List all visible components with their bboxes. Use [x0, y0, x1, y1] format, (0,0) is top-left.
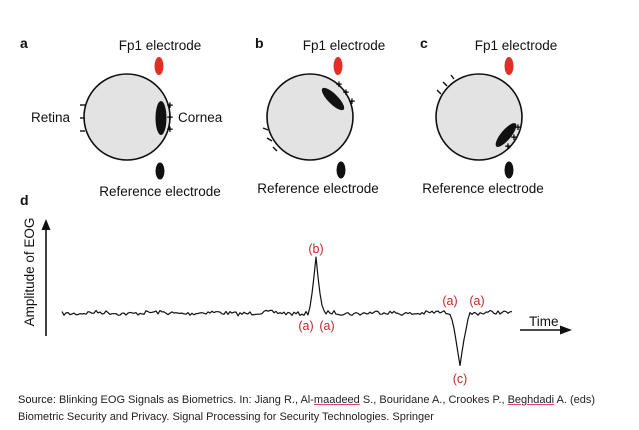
- panel-c-reference-electrode: [504, 161, 514, 179]
- time-axis-label: Time: [529, 314, 559, 329]
- svg-text:+: +: [336, 79, 342, 91]
- eog-signal-trace: [61, 256, 513, 367]
- panel-b-fp1-electrode: [333, 57, 343, 75]
- svg-text:+: +: [167, 100, 173, 112]
- panel-c-retina-marks: [436, 74, 455, 95]
- caption-line-2: Biometric Security and Privacy. Signal P…: [18, 410, 434, 423]
- panel-b-letter: b: [255, 35, 264, 51]
- panel-b: b Fp1 electrode + + + Reference electrod…: [255, 35, 385, 196]
- panel-c-reference-label: Reference electrode: [422, 181, 544, 196]
- svg-text:+: +: [167, 112, 173, 124]
- panel-c: c Fp1 electrode + + + Reference electrod…: [420, 35, 557, 196]
- peak-label-a-left-2: (a): [319, 319, 334, 333]
- caption-name-2: Beghdadi: [507, 394, 555, 406]
- panel-b-reference-label: Reference electrode: [257, 181, 379, 196]
- svg-text:+: +: [511, 132, 517, 144]
- panel-a-eyeball: [83, 73, 171, 161]
- y-axis-arrowhead: [41, 219, 51, 230]
- panel-b-cornea: [321, 87, 345, 111]
- panel-b-fp1-label: Fp1 electrode: [303, 38, 386, 53]
- panel-a-reference-electrode: [155, 162, 165, 180]
- caption-text-2: S., Bouridane A., Crookes P.,: [359, 394, 508, 406]
- panel-a-cornea-label: Cornea: [178, 110, 223, 125]
- panel-a-reference-label: Reference electrode: [99, 184, 221, 199]
- svg-text:+: +: [167, 124, 173, 136]
- panel-b-plus-signs: + + +: [336, 79, 355, 108]
- svg-text:+: +: [343, 87, 349, 99]
- svg-text:+: +: [505, 141, 511, 153]
- panel-d: d Amplitude of EOG Time (b) (a) (a) (a) …: [20, 192, 572, 386]
- svg-text:+: +: [515, 122, 521, 134]
- panel-b-retina-marks: [262, 127, 278, 152]
- eog-figure: a Fp1 electrode + + + Retina Cornea Refe…: [20, 35, 572, 386]
- source-caption: Source: Blinking EOG Signals as Biometri…: [18, 392, 628, 425]
- panel-c-fp1-electrode: [504, 57, 514, 75]
- panel-a-retina-label: Retina: [31, 110, 71, 125]
- panel-a-cornea: [155, 101, 167, 135]
- time-axis-arrowhead: [560, 325, 572, 335]
- caption-name-1: maadeed: [313, 394, 360, 406]
- panel-a: a Fp1 electrode + + + Retina Cornea Refe…: [20, 35, 223, 199]
- panel-a-retina-marks: [80, 104, 85, 132]
- caption-text-1: Blinking EOG Signals as Biometrics. In: …: [55, 394, 314, 406]
- peak-label-b: (b): [308, 242, 323, 256]
- panel-c-cornea: [495, 123, 517, 147]
- peak-label-a-right-2: (a): [469, 294, 484, 308]
- peak-label-a-left-1: (a): [298, 319, 313, 333]
- panel-b-reference-electrode: [336, 161, 346, 179]
- panel-c-letter: c: [420, 35, 428, 51]
- peak-label-a-right-1: (a): [442, 294, 457, 308]
- panel-a-plus-signs: + + +: [167, 100, 173, 136]
- caption-source-prefix: Source:: [18, 394, 56, 406]
- svg-text:+: +: [349, 96, 355, 108]
- panel-c-fp1-label: Fp1 electrode: [475, 38, 558, 53]
- panel-a-letter: a: [20, 35, 28, 51]
- panel-c-plus-signs: + + +: [505, 122, 521, 153]
- peak-label-c: (c): [453, 372, 468, 386]
- caption-line-1: Source: Blinking EOG Signals as Biometri…: [18, 392, 628, 409]
- panel-a-fp1-electrode: [154, 57, 164, 75]
- panel-d-letter: d: [20, 192, 29, 208]
- caption-text-3: A. (eds): [554, 394, 596, 406]
- panel-a-fp1-label: Fp1 electrode: [119, 38, 202, 53]
- y-axis-label: Amplitude of EOG: [22, 218, 37, 327]
